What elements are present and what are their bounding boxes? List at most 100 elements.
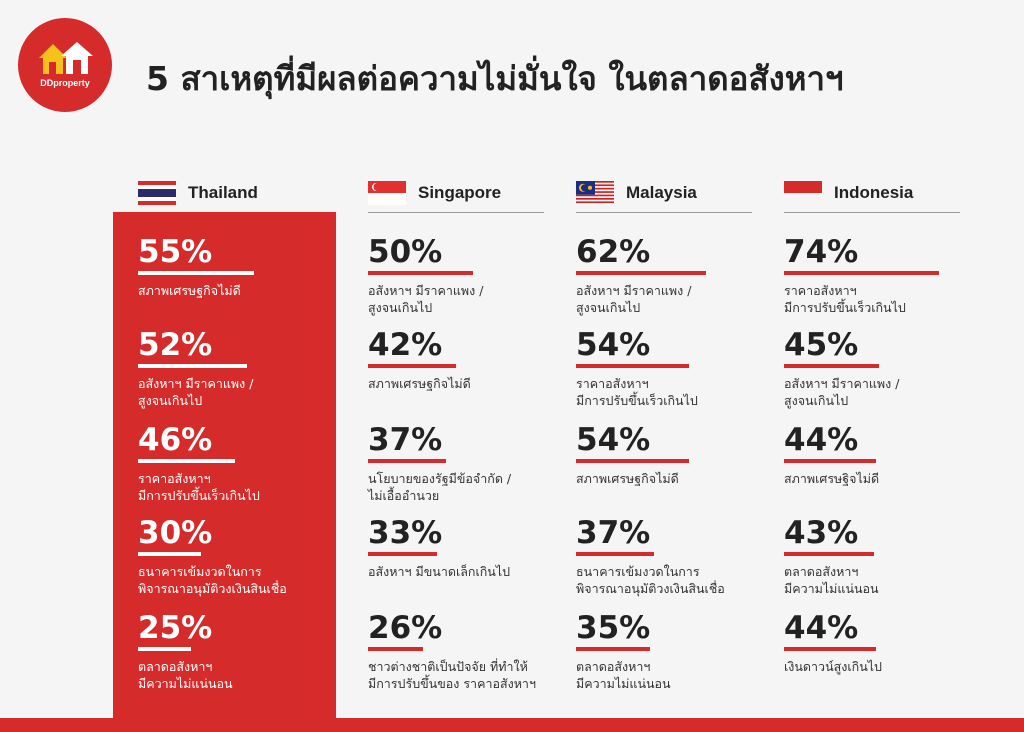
- category-label: ตลาดอสังหาฯ มีความไม่แน่นอน: [784, 564, 879, 596]
- chart-item: 54% สภาพเศรษฐกิจไม่ดี: [576, 423, 776, 487]
- chart-item: 74% ราคาอสังหาฯ มีการปรับขึ้นเร็วเกินไป: [784, 235, 984, 316]
- chart-item: 25% ตลาดอสังหาฯ มีความไม่แน่นอน: [138, 611, 338, 692]
- bar: [784, 364, 879, 368]
- data-label: 54%: [576, 327, 651, 363]
- chart-item: 33% อสังหาฯ มีขนาดเล็กเกินไป: [368, 516, 568, 580]
- chart-item: 43% ตลาดอสังหาฯ มีความไม่แน่นอน: [784, 516, 984, 597]
- bar: [138, 552, 201, 556]
- data-label: 52%: [138, 327, 213, 363]
- data-label: 25%: [138, 610, 213, 646]
- data-label: 54%: [576, 422, 651, 458]
- data-label: 44%: [784, 610, 859, 646]
- category-label: อสังหาฯ มีราคาแพง / สูงจนเกินไป: [576, 283, 692, 315]
- data-label: 43%: [784, 515, 859, 551]
- data-label: 42%: [368, 327, 443, 363]
- category-label: ธนาคารเข้มงวดในการ พิจารณาอนุมัติวงเงินส…: [138, 564, 287, 596]
- category-label: ราคาอสังหาฯ มีการปรับขึ้นเร็วเกินไป: [784, 283, 906, 315]
- chart-item: 62% อสังหาฯ มีราคาแพง / สูงจนเกินไป: [576, 235, 776, 316]
- data-label: 26%: [368, 610, 443, 646]
- thailand-panel: [113, 212, 336, 732]
- singapore-flag-icon: [368, 181, 406, 205]
- data-label: 45%: [784, 327, 859, 363]
- bar: [368, 459, 446, 463]
- category-label: อสังหาฯ มีราคาแพง / สูงจนเกินไป: [368, 283, 484, 315]
- chart-item: 46% ราคาอสังหาฯ มีการปรับขึ้นเร็วเกินไป: [138, 423, 338, 504]
- bar: [784, 647, 876, 651]
- data-label: 37%: [368, 422, 443, 458]
- country-header-thailand: Thailand: [138, 173, 258, 213]
- divider: [576, 212, 752, 213]
- bar: [368, 552, 437, 556]
- country-header-malaysia: Malaysia: [576, 173, 697, 213]
- category-label: สภาพเศรษฐิจไม่ดี: [784, 471, 880, 486]
- category-label: ราคาอสังหาฯ มีการปรับขึ้นเร็วเกินไป: [138, 471, 260, 503]
- chart-item: 37% นโยบายของรัฐมีข้อจำกัด / ไม่เอื้ออำนว…: [368, 423, 568, 504]
- category-label: ตลาดอสังหาฯ มีความไม่แน่นอน: [576, 659, 671, 691]
- thailand-flag-icon: [138, 181, 176, 205]
- bar: [368, 364, 456, 368]
- category-label: ธนาคารเข้มงวดในการ พิจารณาอนุมัติวงเงินส…: [576, 564, 725, 596]
- data-label: 44%: [784, 422, 859, 458]
- divider: [784, 212, 960, 213]
- country-name: Singapore: [418, 183, 502, 202]
- chart-item: 44% เงินดาวน์สูงเกินไป: [784, 611, 984, 675]
- category-label: อสังหาฯ มีราคาแพง / สูงจนเกินไป: [138, 376, 254, 408]
- data-label: 62%: [576, 234, 651, 270]
- bar: [138, 271, 254, 275]
- indonesia-flag-icon: [784, 181, 822, 205]
- bar: [784, 271, 939, 275]
- bar: [138, 459, 235, 463]
- category-label: ชาวต่างชาติเป็นปัจจัย ที่ทำให้ มีการปรับ…: [368, 659, 536, 691]
- country-name: Thailand: [188, 183, 258, 202]
- data-label: 55%: [138, 234, 213, 270]
- category-label: นโยบายของรัฐมีข้อจำกัด / ไม่เอื้ออำนวย: [368, 471, 512, 503]
- data-label: 30%: [138, 515, 213, 551]
- data-label: 33%: [368, 515, 443, 551]
- bar: [576, 647, 650, 651]
- chart-item: 44% สภาพเศรษฐิจไม่ดี: [784, 423, 984, 487]
- category-label: สภาพเศรษฐกิจไม่ดี: [138, 283, 241, 298]
- chart-item: 35% ตลาดอสังหาฯ มีความไม่แน่นอน: [576, 611, 776, 692]
- bar: [576, 459, 689, 463]
- bar: [138, 364, 247, 368]
- bar: [576, 271, 706, 275]
- house-icon: [39, 42, 93, 74]
- category-label: อสังหาฯ มีขนาดเล็กเกินไป: [368, 564, 511, 579]
- data-label: 50%: [368, 234, 443, 270]
- category-label: อสังหาฯ มีราคาแพง / สูงจนเกินไป: [784, 376, 900, 408]
- page-title: 5 สาเหตุที่มีผลต่อความไม่มั่นใจ ในตลาดอส…: [146, 59, 844, 98]
- data-label: 37%: [576, 515, 651, 551]
- chart-item: 52% อสังหาฯ มีราคาแพง / สูงจนเกินไป: [138, 328, 338, 409]
- chart-item: 42% สภาพเศรษฐกิจไม่ดี: [368, 328, 568, 392]
- chart-item: 55% สภาพเศรษฐกิจไม่ดี: [138, 235, 338, 299]
- chart-item: 45% อสังหาฯ มีราคาแพง / สูงจนเกินไป: [784, 328, 984, 409]
- chart-item: 26% ชาวต่างชาติเป็นปัจจัย ที่ทำให้ มีการป…: [368, 611, 568, 692]
- bar: [576, 552, 654, 556]
- chart-item: 30% ธนาคารเข้มงวดในการ พิจารณาอนุมัติวงเง…: [138, 516, 338, 597]
- divider: [368, 212, 544, 213]
- category-label: เงินดาวน์สูงเกินไป: [784, 659, 882, 674]
- chart-item: 54% ราคาอสังหาฯ มีการปรับขึ้นเร็วเกินไป: [576, 328, 776, 409]
- malaysia-flag-icon: [576, 181, 614, 205]
- country-header-singapore: Singapore: [368, 173, 501, 213]
- country-name: Malaysia: [626, 183, 697, 202]
- data-label: 35%: [576, 610, 651, 646]
- bar: [576, 364, 689, 368]
- category-label: สภาพเศรษฐกิจไม่ดี: [576, 471, 679, 486]
- category-label: ราคาอสังหาฯ มีการปรับขึ้นเร็วเกินไป: [576, 376, 698, 408]
- bar: [368, 271, 473, 275]
- country-header-indonesia: Indonesia: [784, 173, 913, 213]
- logo-text: DDproperty: [40, 78, 90, 88]
- bar: [784, 552, 874, 556]
- category-label: ตลาดอสังหาฯ มีความไม่แน่นอน: [138, 659, 233, 691]
- bar: [368, 647, 423, 651]
- country-name: Indonesia: [834, 183, 914, 202]
- bar: [138, 647, 191, 651]
- bottom-bar: [0, 718, 1024, 732]
- data-label: 74%: [784, 234, 859, 270]
- data-label: 46%: [138, 422, 213, 458]
- chart-item: 37% ธนาคารเข้มงวดในการ พิจารณาอนุมัติวงเง…: [576, 516, 776, 597]
- bar: [784, 459, 876, 463]
- chart-item: 50% อสังหาฯ มีราคาแพง / สูงจนเกินไป: [368, 235, 568, 316]
- category-label: สภาพเศรษฐกิจไม่ดี: [368, 376, 471, 391]
